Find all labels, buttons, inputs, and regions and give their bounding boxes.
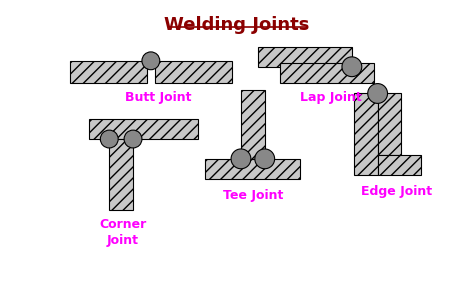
Bar — [241, 90, 264, 159]
Bar — [378, 94, 401, 155]
Circle shape — [255, 149, 274, 169]
Bar — [155, 61, 232, 83]
Text: Welding Joints: Welding Joints — [164, 16, 310, 34]
Circle shape — [342, 57, 362, 77]
Circle shape — [100, 130, 118, 148]
Circle shape — [124, 130, 142, 148]
Circle shape — [368, 84, 388, 103]
Text: Corner
Joint: Corner Joint — [100, 218, 147, 247]
Bar — [205, 159, 301, 179]
Text: Lap Joint: Lap Joint — [300, 90, 362, 104]
Circle shape — [231, 149, 251, 169]
Bar — [280, 63, 374, 83]
Bar — [354, 94, 378, 175]
Bar — [90, 119, 199, 139]
Bar — [378, 155, 421, 175]
Bar — [70, 61, 147, 83]
Bar — [109, 139, 133, 210]
Circle shape — [142, 52, 160, 70]
Text: Tee Joint: Tee Joint — [223, 189, 283, 201]
Bar — [258, 47, 352, 67]
Text: Edge Joint: Edge Joint — [361, 185, 432, 197]
Text: Butt Joint: Butt Joint — [125, 90, 191, 104]
